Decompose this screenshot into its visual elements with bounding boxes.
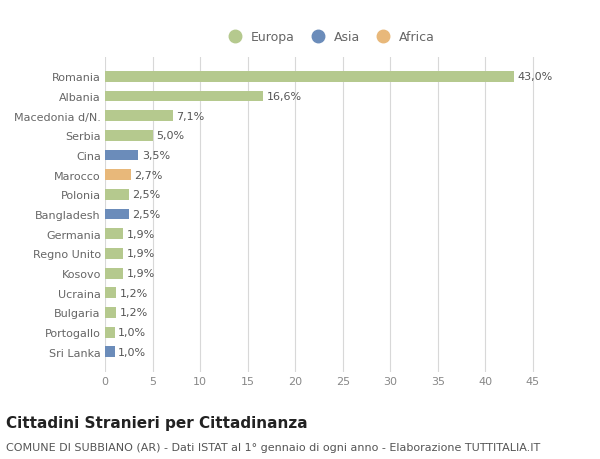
Text: 5,0%: 5,0% [157,131,184,141]
Bar [105,131,152,141]
Text: 2,5%: 2,5% [133,210,161,219]
Text: 7,1%: 7,1% [176,112,205,121]
Bar [105,190,129,200]
Text: 3,5%: 3,5% [142,151,170,161]
Text: Cittadini Stranieri per Cittadinanza: Cittadini Stranieri per Cittadinanza [6,415,308,431]
Text: 2,5%: 2,5% [133,190,161,200]
Legend: Europa, Asia, Africa: Europa, Asia, Africa [217,26,440,49]
Text: 1,0%: 1,0% [118,347,146,357]
Bar [105,347,115,358]
Bar [105,229,123,240]
Bar [105,288,116,298]
Bar [105,248,123,259]
Bar [105,209,129,220]
Text: 1,2%: 1,2% [120,308,148,318]
Bar [105,268,123,279]
Bar [105,91,263,102]
Text: 1,9%: 1,9% [127,269,155,279]
Text: 1,9%: 1,9% [127,229,155,239]
Bar [105,308,116,318]
Bar [105,111,173,122]
Text: 1,9%: 1,9% [127,249,155,259]
Bar [105,150,138,161]
Text: 1,0%: 1,0% [118,327,146,337]
Bar [105,72,514,83]
Text: 2,7%: 2,7% [134,170,163,180]
Text: 1,2%: 1,2% [120,288,148,298]
Bar [105,327,115,338]
Text: 16,6%: 16,6% [266,92,302,102]
Text: COMUNE DI SUBBIANO (AR) - Dati ISTAT al 1° gennaio di ogni anno - Elaborazione T: COMUNE DI SUBBIANO (AR) - Dati ISTAT al … [6,442,540,452]
Text: 43,0%: 43,0% [518,72,553,82]
Bar [105,170,131,181]
